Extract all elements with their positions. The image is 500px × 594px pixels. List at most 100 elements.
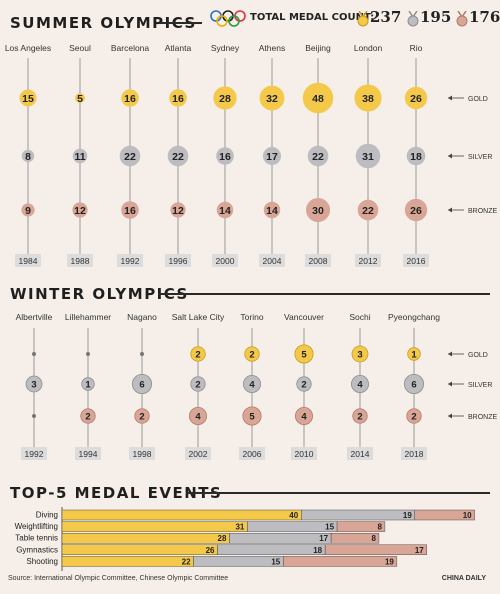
summer-bronze-bubble	[72, 202, 88, 218]
winter-silver-bubble	[81, 377, 95, 391]
summer-silver-value: 31	[362, 151, 374, 163]
summer-year-label: 1984	[19, 256, 38, 266]
winter-legend-bronze: BRONZE	[468, 414, 498, 421]
winter-silver-bubble	[25, 375, 43, 393]
summer-silver-value: 8	[25, 151, 31, 163]
legend-arrow	[448, 207, 452, 213]
winter-silver-value: 4	[249, 380, 255, 391]
events-bronze-bar	[336, 521, 386, 532]
winter-year-box	[347, 447, 373, 460]
total-silver: 195	[420, 8, 452, 26]
winter-year-label: 2018	[405, 449, 424, 459]
summer-year-box	[165, 254, 191, 267]
winter-silver-bubble	[131, 373, 153, 395]
summer-bronze-bubble	[357, 199, 379, 221]
total-gold: 237	[370, 8, 402, 26]
summer-bronze-value: 12	[172, 205, 184, 217]
events-silver-bar	[229, 533, 332, 544]
winter-silver-value: 3	[31, 380, 36, 391]
summer-gold-bubble	[354, 84, 382, 112]
summer-section-title: SUMMER OLYMPICS	[10, 14, 197, 32]
winter-host-label: Vancouver	[284, 312, 324, 322]
winter-gold-bubble	[294, 344, 314, 364]
summer-legend-silver: SILVER	[468, 154, 492, 161]
winter-silver-value: 6	[139, 380, 144, 391]
events-silver-value: 18	[313, 546, 322, 555]
winter-silver-bubble	[296, 376, 312, 392]
summer-bronze-value: 16	[124, 205, 136, 217]
events-bronze-value: 10	[463, 511, 472, 520]
events-gold-bar	[61, 533, 230, 544]
summer-year-label: 2012	[359, 256, 378, 266]
olympic-rings-icon	[210, 10, 246, 27]
summer-year-box	[212, 254, 238, 267]
summer-year-label: 2016	[407, 256, 426, 266]
summer-bronze-value: 26	[410, 205, 422, 217]
events-title-rule	[186, 492, 490, 494]
summer-legend-bronze: BRONZE	[468, 208, 498, 215]
events-category-label: Shooting	[26, 557, 58, 566]
summer-silver-bubble	[119, 145, 141, 167]
total-bronze: 176	[469, 8, 500, 26]
summer-gold-bubble	[302, 82, 334, 114]
winter-silver-bubble	[350, 375, 369, 394]
events-category-label: Gymnastics	[16, 545, 58, 554]
summer-silver-bubble	[307, 145, 329, 167]
winter-year-box	[291, 447, 317, 460]
summer-bronze-bubble	[216, 201, 234, 219]
winter-gold-bubble	[244, 346, 260, 362]
events-bronze-value: 19	[385, 557, 394, 566]
legend-arrow	[448, 381, 452, 387]
summer-gold-bubble	[259, 85, 285, 111]
summer-host-label: Atlanta	[165, 43, 192, 53]
events-gold-value: 31	[235, 523, 244, 532]
winter-silver-value: 1	[85, 380, 91, 391]
source-note: Source: International Olympic Committee,…	[8, 575, 229, 582]
summer-silver-bubble	[216, 147, 234, 165]
events-category-label: Table tennis	[15, 534, 58, 543]
summer-host-label: Sydney	[211, 43, 240, 53]
summer-gold-bubble	[75, 93, 85, 103]
summer-year-box	[117, 254, 143, 267]
credit: CHINA DAILY	[441, 575, 486, 582]
summer-bronze-value: 9	[25, 205, 31, 217]
summer-silver-bubble	[355, 143, 381, 169]
summer-gold-bubble	[121, 89, 139, 107]
events-category-label: Weightlifting	[15, 522, 58, 531]
winter-gold-value: 3	[357, 350, 362, 361]
winter-host-label: Pyeongchang	[388, 312, 440, 322]
winter-bronze-value: 4	[301, 412, 307, 423]
legend-arrow	[448, 413, 452, 419]
winter-host-label: Torino	[240, 312, 263, 322]
winter-gold-value: 5	[301, 350, 307, 361]
gold-medal-icon	[357, 11, 369, 27]
summer-year-label: 2008	[309, 256, 328, 266]
winter-silver-value: 2	[195, 380, 200, 391]
summer-bronze-value: 30	[312, 205, 324, 217]
winter-bronze-value: 2	[85, 412, 90, 423]
summer-gold-value: 32	[266, 93, 278, 105]
events-bronze-bar	[283, 556, 398, 567]
summer-bronze-bubble	[121, 201, 139, 219]
events-gold-bar	[61, 556, 194, 567]
winter-bronze-value: 5	[249, 412, 255, 423]
summer-silver-value: 18	[410, 151, 422, 163]
summer-year-label: 1996	[169, 256, 188, 266]
summer-year-label: 2004	[263, 256, 282, 266]
events-silver-bar	[301, 509, 416, 521]
events-silver-bar	[247, 521, 338, 532]
events-chart: Diving 40 19 10 Weightlifting 31 15 8 Table tenn…	[15, 507, 475, 571]
winter-title-rule	[158, 293, 490, 295]
events-bronze-value: 17	[415, 546, 424, 555]
bronze-medal-icon	[456, 11, 468, 27]
events-silver-value: 15	[325, 523, 334, 532]
winter-bronze-bubble	[80, 408, 96, 424]
winter-gold-bubble	[190, 346, 206, 362]
winter-year-label: 1994	[79, 449, 98, 459]
total-medal-count-label: TOTAL MEDAL COUNT:	[250, 12, 375, 23]
summer-year-box	[259, 254, 285, 267]
winter-bronze-value: 2	[139, 412, 144, 423]
events-silver-value: 19	[403, 511, 412, 520]
winter-gold-empty-dot	[86, 352, 90, 356]
summer-host-label: Athens	[259, 43, 285, 53]
